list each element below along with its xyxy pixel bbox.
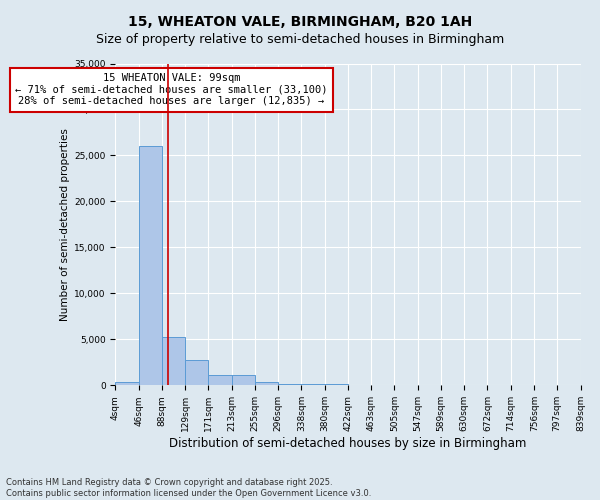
Bar	[232, 375, 255, 386]
Text: Contains HM Land Registry data © Crown copyright and database right 2025.
Contai: Contains HM Land Registry data © Crown c…	[6, 478, 371, 498]
Text: 15 WHEATON VALE: 99sqm
← 71% of semi-detached houses are smaller (33,100)
28% of: 15 WHEATON VALE: 99sqm ← 71% of semi-det…	[15, 73, 328, 106]
Text: 15, WHEATON VALE, BIRMINGHAM, B20 1AH: 15, WHEATON VALE, BIRMINGHAM, B20 1AH	[128, 15, 472, 29]
Bar	[162, 336, 185, 386]
Bar	[208, 375, 232, 386]
X-axis label: Distribution of semi-detached houses by size in Birmingham: Distribution of semi-detached houses by …	[169, 437, 527, 450]
Bar	[278, 384, 301, 386]
Bar	[139, 146, 162, 386]
Bar	[115, 382, 139, 386]
Bar	[185, 360, 208, 386]
Y-axis label: Number of semi-detached properties: Number of semi-detached properties	[60, 128, 70, 321]
Bar	[255, 382, 278, 386]
Bar	[325, 384, 348, 386]
Text: Size of property relative to semi-detached houses in Birmingham: Size of property relative to semi-detach…	[96, 32, 504, 46]
Bar	[301, 384, 325, 386]
